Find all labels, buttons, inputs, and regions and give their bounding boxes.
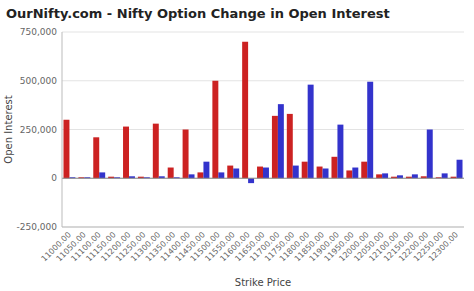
bar [352, 168, 358, 179]
bars [63, 42, 462, 183]
bar [153, 124, 159, 179]
x-axis-line [62, 227, 464, 228]
bar [233, 169, 239, 179]
bar [272, 116, 278, 178]
bar [287, 114, 293, 178]
bar [242, 42, 248, 179]
bar [302, 162, 308, 179]
bar [337, 125, 343, 179]
bar [123, 127, 129, 179]
bar [331, 157, 337, 178]
bar [227, 166, 233, 179]
y-axis-line [62, 32, 63, 227]
x-tick-label: 12300.00 [427, 230, 460, 263]
y-axis-label: Open Interest [3, 95, 14, 164]
chart: OurNifty.com - Nifty Option Change in Op… [0, 0, 474, 291]
grid-line [62, 129, 464, 130]
bar [263, 168, 269, 179]
bar [168, 168, 174, 179]
grid-line [62, 227, 464, 228]
y-tick-label: -250,000 [17, 222, 58, 232]
y-tick-label: 750,000 [20, 27, 57, 37]
bar [346, 170, 352, 178]
bar [323, 169, 329, 179]
bar [93, 137, 99, 178]
grid-line [62, 80, 464, 81]
bar [63, 120, 69, 179]
bar [367, 82, 373, 179]
bar [99, 172, 105, 178]
bar [203, 162, 209, 179]
bar [442, 173, 448, 178]
bar [248, 178, 254, 183]
bar [361, 162, 367, 179]
title: OurNifty.com - Nifty Option Change in Op… [6, 6, 390, 21]
bar [212, 81, 218, 179]
bar [197, 172, 203, 178]
bar [457, 160, 463, 179]
zero-line [62, 178, 464, 179]
bar [308, 85, 314, 179]
bar [189, 174, 195, 178]
bar [427, 130, 433, 179]
bar [183, 130, 189, 179]
bar [293, 166, 299, 179]
bar [257, 167, 263, 179]
bar [412, 174, 418, 178]
x-axis-label: Strike Price [235, 277, 291, 288]
y-tick-label: 0 [51, 173, 57, 183]
bar [218, 172, 224, 178]
grid-line [62, 32, 464, 33]
bar [317, 167, 323, 179]
bar [376, 174, 382, 178]
y-tick-label: 500,000 [20, 76, 57, 86]
grid-line [62, 178, 464, 179]
y-tick-label: 250,000 [20, 125, 57, 135]
bar [382, 173, 388, 178]
bar [278, 104, 284, 178]
